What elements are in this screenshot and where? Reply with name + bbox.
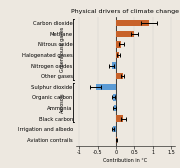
Bar <box>96 84 116 90</box>
Text: Greenhouse gases: Greenhouse gases <box>60 27 65 72</box>
Bar <box>116 73 123 79</box>
Title: Physical drivers of climate change: Physical drivers of climate change <box>71 9 179 14</box>
Bar <box>116 115 123 122</box>
Bar <box>116 137 117 143</box>
Bar <box>114 105 116 111</box>
X-axis label: Contribution in °C: Contribution in °C <box>103 158 147 163</box>
Bar <box>113 94 116 101</box>
Bar <box>116 20 149 26</box>
Bar <box>112 62 116 69</box>
Bar <box>116 41 122 48</box>
Bar <box>113 126 116 132</box>
Text: Aerosols: Aerosols <box>60 92 65 113</box>
Bar <box>116 31 134 37</box>
Bar <box>116 52 119 58</box>
